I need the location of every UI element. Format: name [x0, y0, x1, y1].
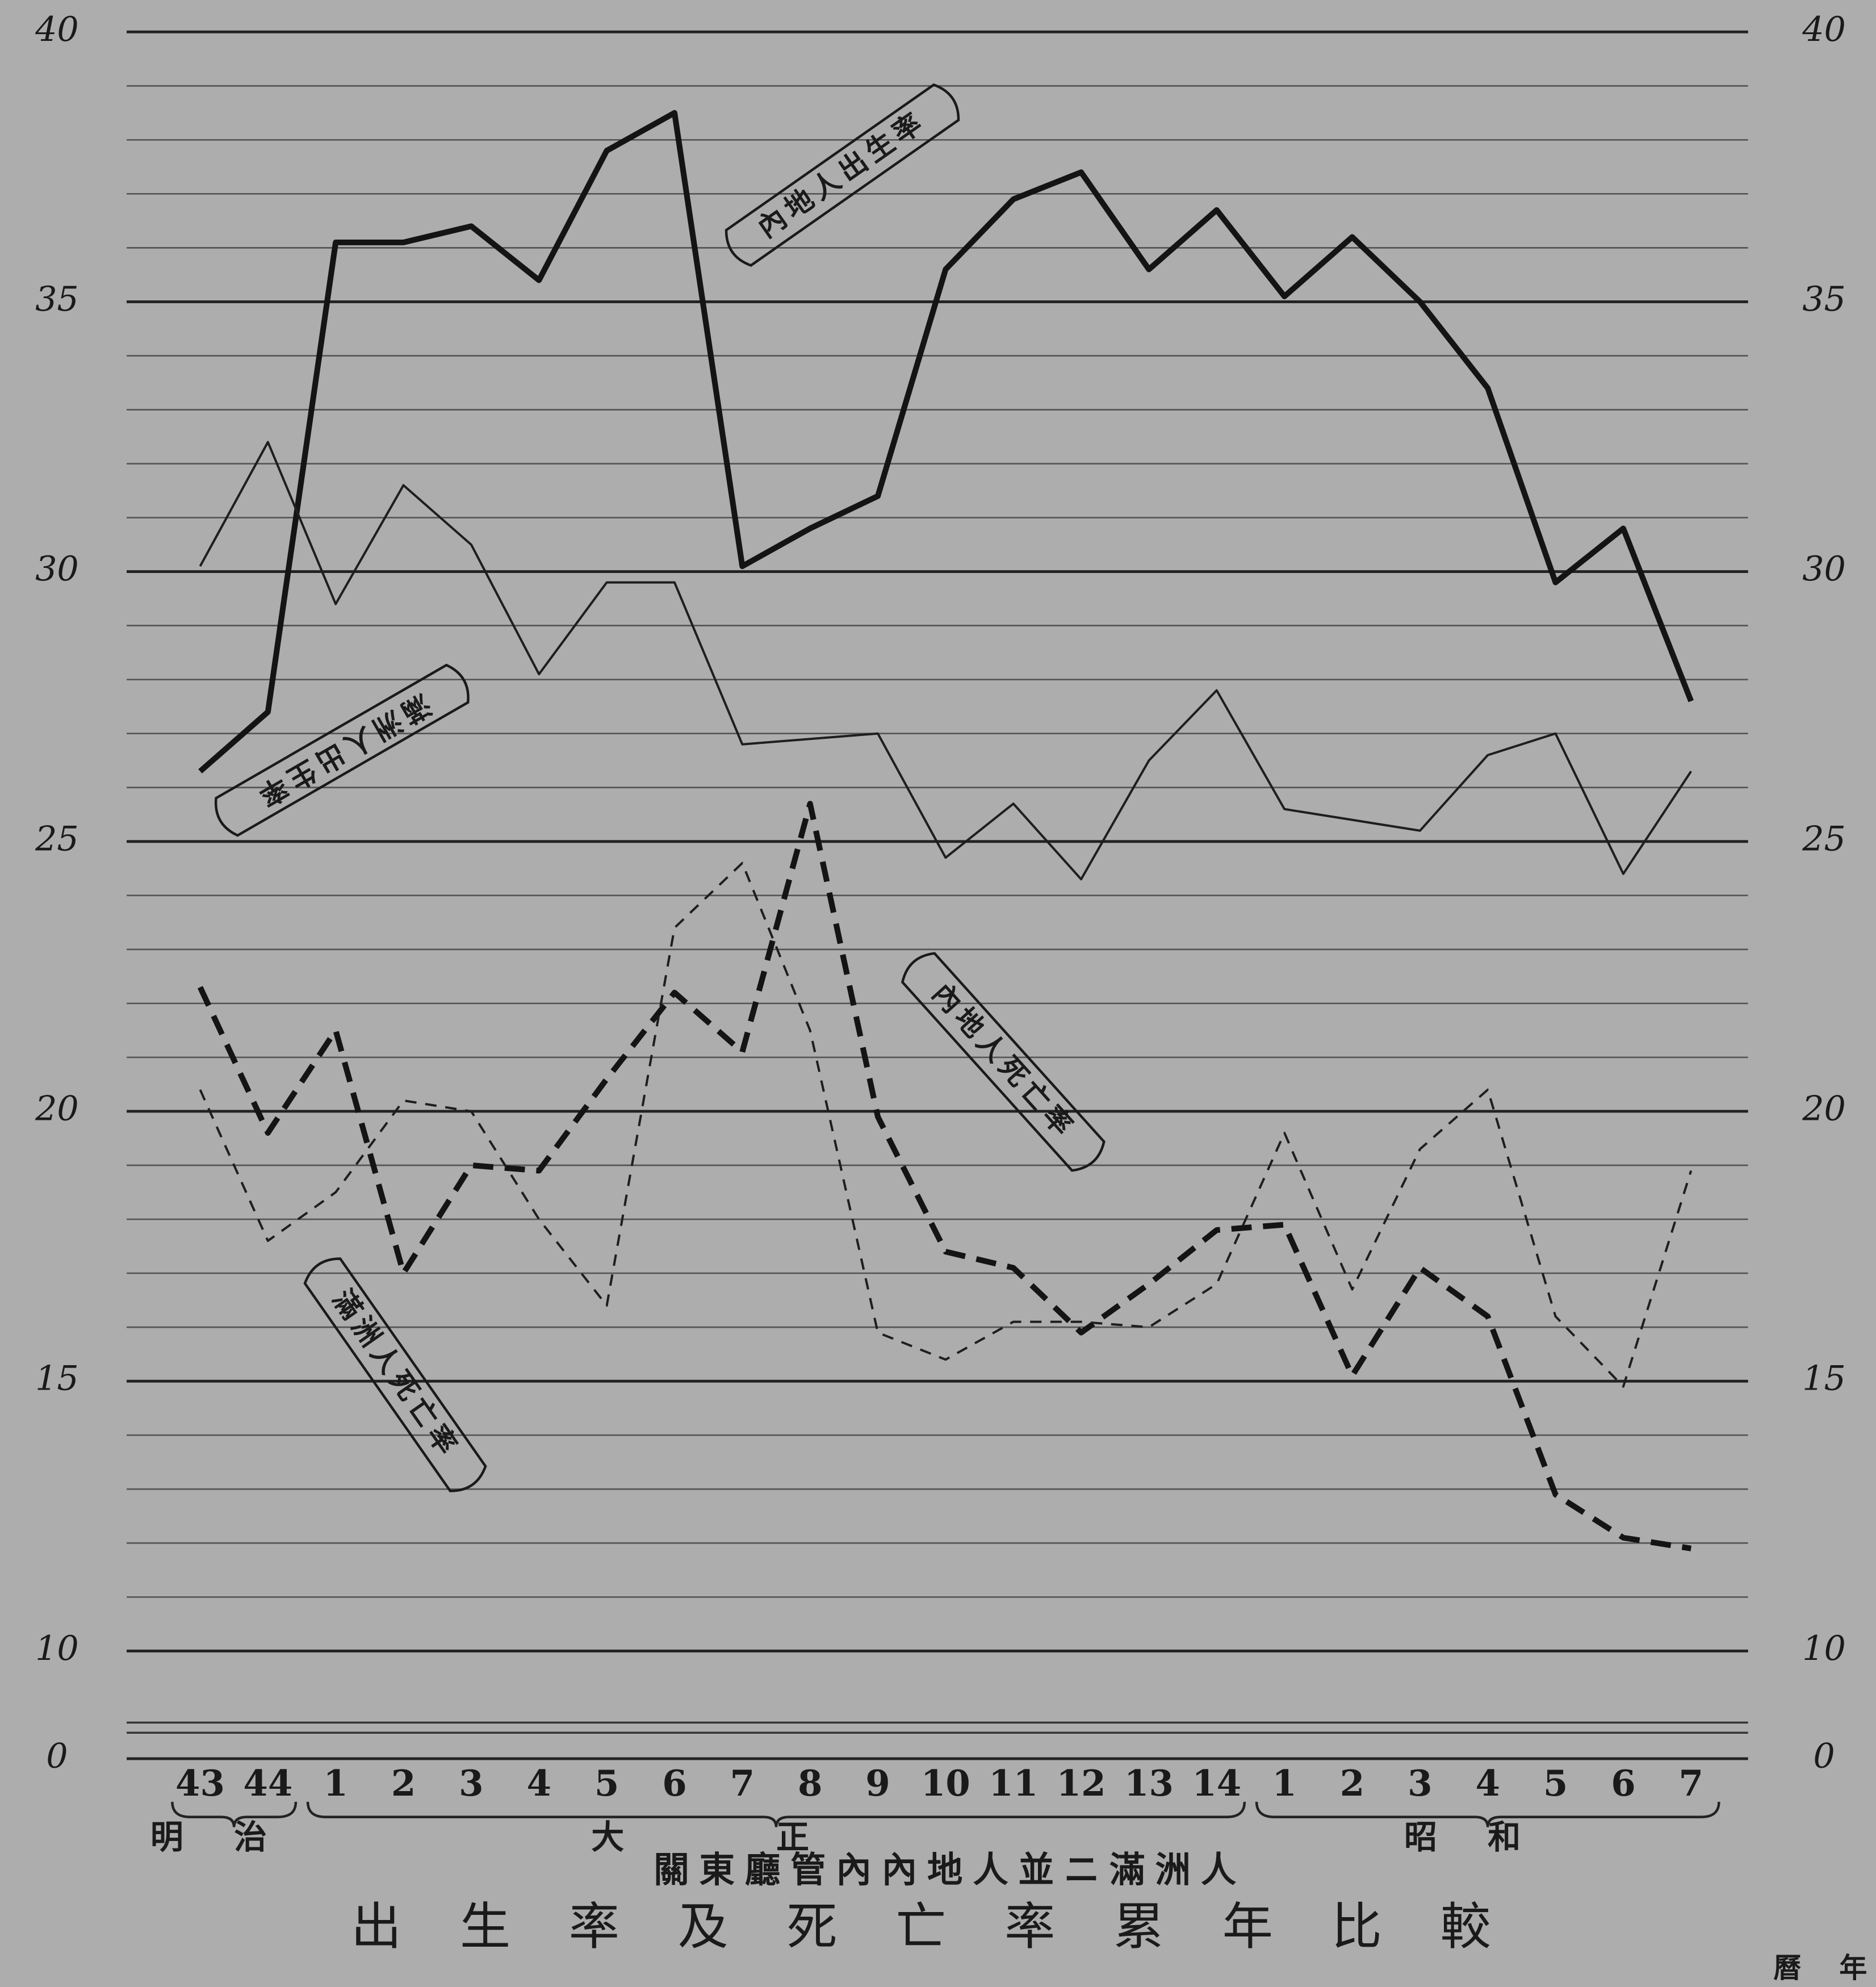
era-label: 明治	[150, 1818, 317, 1856]
x-tick-label: 5	[1543, 1762, 1568, 1804]
y-tick-label: 30	[35, 549, 79, 589]
x-tick-label: 1	[1272, 1762, 1296, 1804]
x-tick-label: 9	[865, 1762, 890, 1804]
era-label: 昭和	[1404, 1818, 1571, 1856]
era-brace	[306, 1801, 1246, 1827]
y-tick-label-right: 40	[1802, 10, 1846, 49]
y-tick-label: 40	[35, 10, 79, 49]
y-tick-label: 20	[35, 1089, 79, 1129]
series-line	[197, 801, 1692, 1551]
series-line	[199, 441, 1692, 881]
x-tick-label: 10	[921, 1762, 970, 1804]
era-label: 大正	[591, 1818, 961, 1856]
x-tick-label: 5	[594, 1762, 619, 1804]
x-tick-label: 3	[1408, 1762, 1432, 1804]
y-tick-label: 25	[35, 819, 79, 859]
x-tick-label: 7	[730, 1762, 755, 1804]
y-tick-label-right: 25	[1802, 819, 1846, 859]
x-axis-label: 曆年	[1773, 1951, 1876, 1984]
chart-title: 出生率及死亡率累年比較	[351, 1898, 1549, 1957]
x-tick-label: 4	[1475, 1762, 1500, 1804]
x-tick-label: 13	[1124, 1762, 1174, 1804]
y-tick-label: 10	[35, 1629, 79, 1668]
y-tick-label: 0	[46, 1737, 68, 1776]
x-tick-label: 1	[323, 1762, 347, 1804]
x-tick-label: 44	[243, 1762, 292, 1804]
x-tick-label: 12	[1057, 1762, 1106, 1804]
x-tick-label: 43	[175, 1762, 225, 1804]
y-tick-label-right: 0	[1813, 1737, 1835, 1776]
banner-shape	[901, 952, 1106, 1172]
banner-shape	[303, 1257, 487, 1492]
x-tick-label: 2	[391, 1762, 416, 1804]
x-tick-label: 6	[1611, 1762, 1635, 1804]
series-line	[199, 861, 1693, 1388]
x-tick-label: 3	[459, 1762, 483, 1804]
y-tick-label-right: 35	[1802, 279, 1846, 319]
x-tick-label: 14	[1192, 1762, 1241, 1804]
y-tick-label-right: 30	[1802, 549, 1846, 589]
era-brace	[1255, 1801, 1720, 1827]
era-brace	[171, 1801, 298, 1827]
series-line	[198, 110, 1694, 774]
x-tick-label: 8	[798, 1762, 822, 1804]
banner-shape	[725, 83, 960, 267]
x-tick-label: 7	[1679, 1762, 1703, 1804]
x-tick-label: 11	[989, 1762, 1038, 1804]
chart-subtitle: 關東廳管內內地人並ニ滿洲人	[654, 1848, 1246, 1890]
x-tick-label: 6	[662, 1762, 686, 1804]
y-tick-label-right: 15	[1802, 1359, 1846, 1399]
y-tick-label: 15	[35, 1359, 79, 1399]
y-tick-label-right: 20	[1802, 1089, 1846, 1129]
y-tick-label-right: 10	[1802, 1629, 1846, 1668]
banner-shape	[214, 663, 470, 837]
x-tick-label: 4	[527, 1762, 551, 1804]
y-tick-label: 35	[35, 279, 79, 319]
x-tick-label: 2	[1340, 1762, 1364, 1804]
